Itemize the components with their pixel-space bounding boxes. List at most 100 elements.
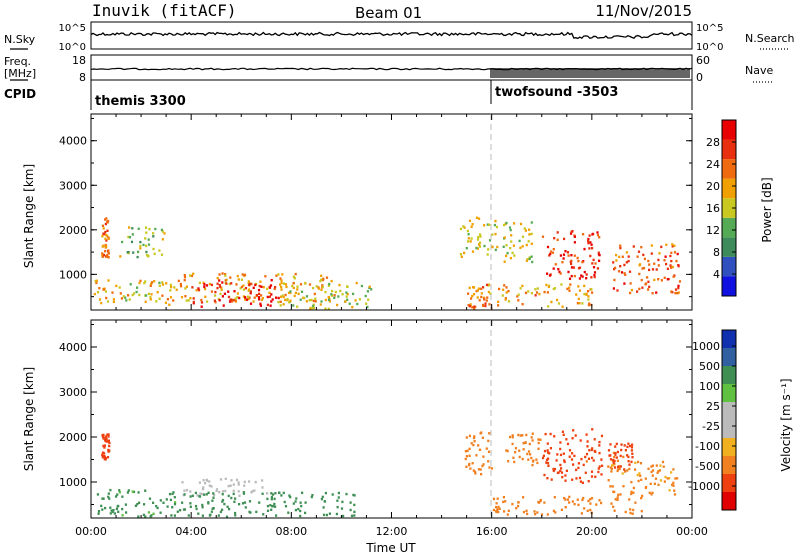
colorbar-segment bbox=[722, 217, 736, 238]
frequency-trace bbox=[90, 67, 693, 71]
scatter-region bbox=[279, 281, 373, 311]
power-y-label: Slant Range [km] bbox=[22, 164, 36, 268]
freq-label: Freq. bbox=[4, 55, 31, 68]
colorbar-segment bbox=[722, 384, 736, 402]
scatter-region bbox=[96, 488, 179, 518]
x-tick-label: 12:00 bbox=[376, 525, 408, 538]
power-colorbar: 4 8 12 16 20 24 28 bbox=[706, 119, 737, 297]
colorbar-segment bbox=[722, 198, 736, 218]
scatter-region bbox=[502, 221, 534, 264]
colorbar-segment bbox=[722, 474, 736, 492]
colorbar-segment bbox=[722, 139, 736, 160]
x-tick-label: 00:00 bbox=[75, 525, 107, 538]
scatter-region bbox=[492, 495, 643, 516]
scatter-region bbox=[612, 243, 682, 295]
scatter-region bbox=[459, 216, 499, 258]
x-tick-label: 16:00 bbox=[476, 525, 508, 538]
x-tick-label: 08:00 bbox=[275, 525, 307, 538]
colorbar-tick-label: 500 bbox=[699, 360, 720, 373]
colorbar-tick-label: -25 bbox=[702, 420, 720, 433]
scatter-region bbox=[541, 230, 601, 280]
x-tick-label: 00:00 bbox=[676, 525, 708, 538]
scatter-region bbox=[497, 283, 594, 308]
cpid-program-2: twofsound -3503 bbox=[495, 85, 618, 100]
nave-tick-bottom: 0 bbox=[696, 71, 703, 84]
noise-sky-trace bbox=[90, 31, 693, 40]
colorbar-segment bbox=[722, 348, 736, 366]
freq-tick-bottom: 8 bbox=[79, 71, 86, 84]
cpid-panel: CPID themis 3300 twofsound -3503 bbox=[4, 80, 693, 110]
y-tick-label: 2000 bbox=[59, 224, 87, 237]
colorbar-tick-label: 20 bbox=[706, 180, 720, 193]
colorbar-segment bbox=[722, 256, 736, 277]
nave-tick-top: 60 bbox=[696, 54, 710, 67]
scatter-region bbox=[119, 226, 166, 259]
colorbar-tick-label: 100 bbox=[699, 380, 720, 393]
colorbar-segment bbox=[722, 178, 736, 199]
colorbar-segment bbox=[722, 120, 736, 140]
velocity-y-ticks: 1000 2000 3000 4000 bbox=[59, 324, 692, 505]
power-colorbar-label: Power [dB] bbox=[760, 177, 774, 242]
y-tick-label: 3000 bbox=[59, 386, 87, 399]
scatter-region bbox=[191, 279, 280, 308]
colorbar-tick-label: 4 bbox=[713, 268, 720, 281]
colorbar-segment bbox=[722, 438, 736, 456]
station-title: Inuvik (fitACF) bbox=[92, 1, 237, 20]
colorbar-tick-label: -1000 bbox=[688, 480, 720, 493]
colorbar-tick-label: 24 bbox=[706, 158, 720, 171]
search-label: N.Search bbox=[745, 32, 795, 45]
freq-unit: [MHz] bbox=[4, 67, 36, 80]
freq-panel: Freq. [MHz] 18 8 60 0 Nave bbox=[4, 54, 773, 84]
colorbar-segment bbox=[722, 159, 736, 179]
y-tick-label: 4000 bbox=[59, 135, 87, 148]
colorbar-tick-label: -500 bbox=[695, 460, 720, 473]
velocity-y-label: Slant Range [km] bbox=[22, 367, 36, 471]
colorbar-tick-label: 1000 bbox=[692, 340, 720, 353]
scatter-region bbox=[607, 459, 679, 498]
sky-tick-top: 10^5 bbox=[59, 23, 86, 34]
colorbar-segment bbox=[722, 456, 736, 474]
time-x-ticks: 00:00 04:00 08:00 12:00 16:00 20:00 00:00 bbox=[75, 114, 708, 538]
sky-tick-bottom: 10^0 bbox=[59, 42, 86, 53]
scatter-region bbox=[181, 477, 269, 497]
colorbar-tick-label: 25 bbox=[706, 400, 720, 413]
colorbar-tick-label: 28 bbox=[706, 136, 720, 149]
scatter-region bbox=[467, 283, 493, 310]
power-panel: 1000 2000 3000 4000 Slant Range [km] 4 8 12 16… bbox=[22, 113, 774, 311]
colorbar-segment bbox=[722, 276, 736, 296]
velocity-colorbar: 1000 500 100 25 -25 -100 -500 -1000 bbox=[688, 329, 737, 511]
scatter-region bbox=[607, 442, 634, 471]
sky-panel: N.Sky 10^5 10^0 10^5 10^0 N.Search bbox=[4, 21, 795, 53]
colorbar-tick-label: 8 bbox=[713, 246, 720, 259]
cpid-label: CPID bbox=[4, 87, 36, 101]
cpid-program-1: themis 3300 bbox=[95, 94, 186, 109]
colorbar-tick-label: -100 bbox=[695, 440, 720, 453]
velocity-heatmap bbox=[96, 428, 679, 518]
scatter-region bbox=[93, 279, 180, 306]
scatter-region bbox=[179, 491, 356, 518]
scatter-region bbox=[541, 428, 604, 484]
x-tick-label: 20:00 bbox=[576, 525, 608, 538]
freq-tick-top: 18 bbox=[72, 54, 86, 67]
nave-label: Nave bbox=[745, 64, 773, 77]
velocity-panel: 1000 2000 3000 4000 Slant Range [km] 1000 50… bbox=[22, 114, 793, 554]
beam-title: Beam 01 bbox=[355, 4, 422, 22]
colorbar-segment bbox=[722, 420, 736, 438]
scatter-region bbox=[464, 431, 494, 476]
x-tick-label: 04:00 bbox=[175, 525, 207, 538]
scatter-region bbox=[505, 432, 542, 467]
y-tick-label: 1000 bbox=[59, 476, 87, 489]
y-tick-label: 2000 bbox=[59, 431, 87, 444]
colorbar-segment bbox=[722, 402, 736, 420]
scatter-region bbox=[101, 217, 110, 259]
colorbar-segment bbox=[722, 492, 736, 510]
time-x-label: Time UT bbox=[365, 541, 416, 554]
colorbar-segment bbox=[722, 237, 736, 257]
power-heatmap bbox=[93, 216, 682, 311]
velocity-colorbar-label: Velocity [m s⁻¹] bbox=[779, 378, 793, 471]
colorbar-tick-label: 16 bbox=[706, 202, 720, 215]
sky-label: N.Sky bbox=[4, 33, 36, 46]
date-title: 11/Nov/2015 bbox=[595, 2, 692, 20]
search-tick-top: 10^5 bbox=[696, 23, 723, 34]
y-tick-label: 3000 bbox=[59, 179, 87, 192]
